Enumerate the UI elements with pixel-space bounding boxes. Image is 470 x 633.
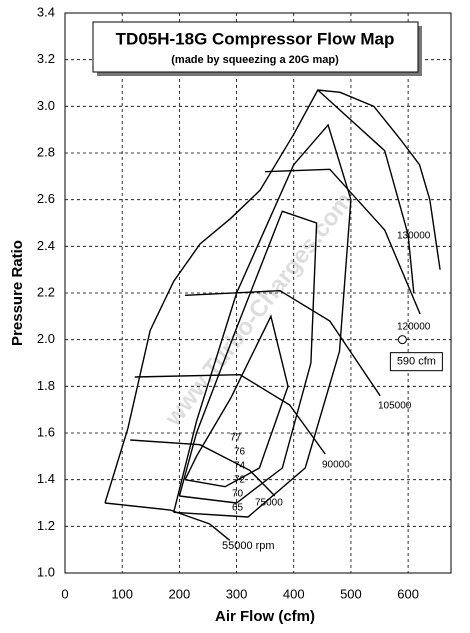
map-curve: [173, 123, 352, 518]
annotation: 55000 rpm: [222, 540, 275, 552]
point-label-box: [389, 352, 443, 372]
x-tick-label: 200: [169, 586, 191, 601]
annotation: 74: [234, 461, 246, 472]
map-curve: [185, 289, 381, 397]
title-box: [92, 21, 419, 73]
y-tick-label: 1.4: [37, 471, 55, 486]
y-tick-label: 3.2: [37, 51, 55, 66]
y-tick-label: 2.8: [37, 144, 55, 159]
annotation: 76: [234, 447, 246, 458]
annotation: 75000: [255, 498, 283, 509]
x-tick-label: 100: [111, 586, 133, 601]
y-tick-label: 1.0: [37, 564, 55, 579]
y-tick-label: 2.2: [37, 284, 55, 299]
y-tick-label: 1.6: [37, 424, 55, 439]
annotation: 90000: [322, 460, 350, 471]
y-axis-label: Pressure Ratio: [9, 240, 26, 346]
y-tick-label: 2.4: [37, 238, 55, 253]
map-curve: [317, 89, 415, 294]
x-tick-label: 0: [61, 586, 68, 601]
annotation: 77: [230, 433, 242, 444]
map-curve: [104, 89, 441, 504]
annotation: 130000: [397, 231, 431, 242]
annotation: 65: [232, 503, 244, 514]
map-curve: [178, 210, 318, 504]
annotation: 105000: [378, 401, 412, 412]
y-tick-label: 3.0: [37, 98, 55, 113]
map-curve: [265, 168, 421, 315]
x-tick-label: 400: [283, 586, 305, 601]
operating-point: [397, 335, 407, 345]
y-tick-label: 2.6: [37, 191, 55, 206]
annotation: 120000: [397, 322, 431, 333]
y-tick-label: 3.4: [37, 4, 55, 19]
x-tick-label: 500: [340, 586, 362, 601]
map-curve: [104, 502, 231, 541]
point-label: 590 cfm: [397, 356, 436, 368]
y-tick-label: 1.2: [37, 518, 55, 533]
x-tick-label: 300: [226, 586, 248, 601]
x-tick-label: 600: [397, 586, 419, 601]
annotation: 70: [232, 489, 244, 500]
map-curve: [184, 314, 289, 488]
y-tick-label: 1.8: [37, 378, 55, 393]
annotation: 72: [234, 475, 246, 486]
chart-title: TD05H-18G Compressor Flow Map: [116, 29, 395, 48]
chart-subtitle: (made by squeezing a 20G map): [171, 54, 339, 66]
x-axis-label: Air Flow (cfm): [215, 608, 315, 625]
y-tick-label: 2.0: [37, 331, 55, 346]
map-curve: [134, 373, 326, 455]
